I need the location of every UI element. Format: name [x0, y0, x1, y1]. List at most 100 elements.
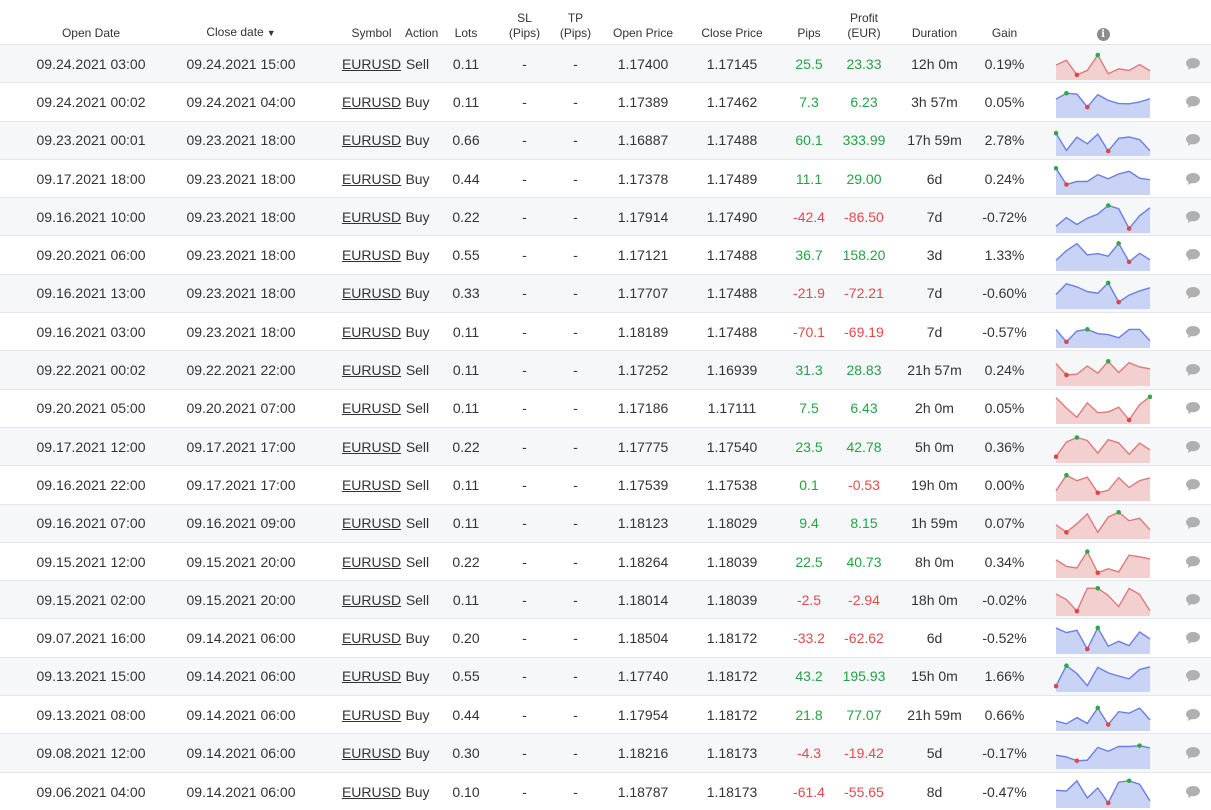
cell-lots: 0.20 — [430, 619, 502, 657]
cell-action-value: Sell — [406, 515, 429, 531]
cell-duration-value: 21h 59m — [907, 707, 961, 723]
symbol-link[interactable]: EURUSD — [342, 630, 401, 646]
comment-icon[interactable] — [1185, 133, 1201, 147]
cell-close-price: 1.17538 — [682, 466, 782, 504]
header-tp[interactable]: TP(Pips) — [547, 0, 604, 45]
symbol-link[interactable]: EURUSD — [342, 56, 401, 72]
header-sl[interactable]: SL(Pips) — [502, 0, 547, 45]
symbol-link[interactable]: EURUSD — [342, 592, 401, 608]
cell-profit-value: 42.78 — [846, 439, 881, 455]
cell-pips-value: 25.5 — [795, 56, 822, 72]
trade-sparkline — [1054, 469, 1152, 501]
symbol-link[interactable]: EURUSD — [342, 400, 401, 416]
cell-symbol: EURUSD — [300, 83, 405, 121]
cell-close-price: 1.17488 — [682, 236, 782, 274]
header-pips[interactable]: Pips — [782, 0, 836, 45]
symbol-link[interactable]: EURUSD — [342, 745, 401, 761]
comment-icon[interactable] — [1185, 172, 1201, 186]
symbol-link[interactable]: EURUSD — [342, 209, 401, 225]
header-symbol[interactable]: Symbol — [300, 0, 405, 45]
comment-icon[interactable] — [1185, 746, 1201, 760]
comment-icon[interactable] — [1185, 363, 1201, 377]
header-duration[interactable]: Duration — [892, 0, 977, 45]
header-open-date[interactable]: Open Date — [0, 0, 182, 45]
symbol-link[interactable]: EURUSD — [342, 515, 401, 531]
header-gain[interactable]: Gain — [977, 0, 1032, 45]
symbol-link[interactable]: EURUSD — [342, 247, 401, 263]
comment-icon[interactable] — [1185, 248, 1201, 262]
symbol-link[interactable]: EURUSD — [342, 784, 401, 800]
cell-tp: - — [547, 236, 604, 274]
comment-icon[interactable] — [1185, 478, 1201, 492]
cell-gain: 0.07% — [977, 504, 1032, 542]
comment-icon[interactable] — [1185, 785, 1201, 799]
cell-profit-value: 23.33 — [846, 56, 881, 72]
cell-duration-value: 12h 0m — [911, 56, 958, 72]
comment-icon[interactable] — [1185, 440, 1201, 454]
header-close-price[interactable]: Close Price — [682, 0, 782, 45]
sparkline-high-marker — [1064, 664, 1069, 669]
comment-icon[interactable] — [1185, 669, 1201, 683]
cell-tp: - — [547, 389, 604, 427]
symbol-link[interactable]: EURUSD — [342, 439, 401, 455]
comment-icon[interactable] — [1185, 631, 1201, 645]
header-open-price[interactable]: Open Price — [604, 0, 682, 45]
symbol-link[interactable]: EURUSD — [342, 668, 401, 684]
cell-lots-value: 0.10 — [452, 784, 479, 800]
cell-comment — [1174, 274, 1211, 312]
comment-icon[interactable] — [1185, 593, 1201, 607]
header-open-date-label: Open Date — [62, 26, 120, 40]
symbol-link[interactable]: EURUSD — [342, 707, 401, 723]
info-icon[interactable]: i — [1097, 28, 1110, 41]
comment-icon[interactable] — [1185, 555, 1201, 569]
symbol-link[interactable]: EURUSD — [342, 285, 401, 301]
comment-icon[interactable] — [1185, 708, 1201, 722]
comment-icon[interactable] — [1185, 286, 1201, 300]
symbol-link[interactable]: EURUSD — [342, 94, 401, 110]
symbol-link[interactable]: EURUSD — [342, 554, 401, 570]
cell-pips: 60.1 — [782, 121, 836, 159]
comment-icon[interactable] — [1185, 516, 1201, 530]
comment-icon[interactable] — [1185, 325, 1201, 339]
header-action[interactable]: Action — [405, 0, 430, 45]
cell-open-price: 1.18189 — [604, 313, 682, 351]
cell-action-value: Sell — [406, 400, 429, 416]
symbol-link[interactable]: EURUSD — [342, 477, 401, 493]
symbol-link[interactable]: EURUSD — [342, 171, 401, 187]
header-close-date[interactable]: Close date▼ — [182, 0, 300, 45]
comment-icon[interactable] — [1185, 57, 1201, 71]
cell-tp: - — [547, 351, 604, 389]
header-profit[interactable]: Profit(EUR) — [836, 0, 892, 45]
comment-icon[interactable] — [1185, 95, 1201, 109]
cell-open-date-value: 09.13.2021 15:00 — [37, 668, 146, 684]
cell-profit-value: 6.23 — [850, 94, 877, 110]
symbol-link[interactable]: EURUSD — [342, 362, 401, 378]
symbol-link[interactable]: EURUSD — [342, 132, 401, 148]
trade-sparkline — [1054, 277, 1152, 309]
symbol-link[interactable]: EURUSD — [342, 324, 401, 340]
comment-icon[interactable] — [1185, 210, 1201, 224]
header-lots[interactable]: Lots — [430, 0, 502, 45]
cell-pips-value: 43.2 — [795, 668, 822, 684]
comment-icon[interactable] — [1185, 401, 1201, 415]
